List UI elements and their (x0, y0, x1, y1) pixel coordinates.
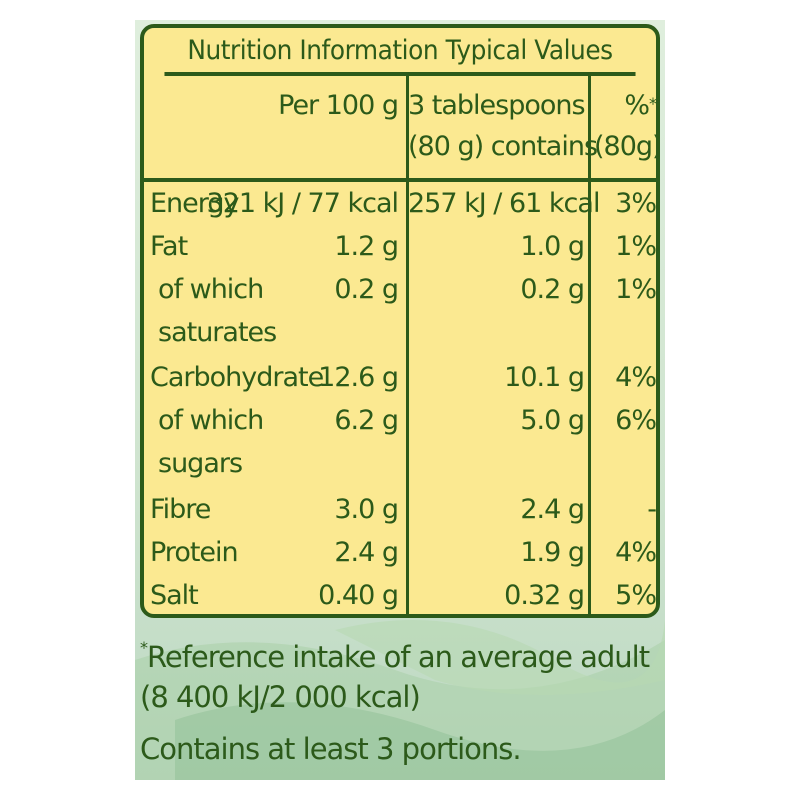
row-fibre-ri: - (647, 494, 656, 525)
row-fibre-serving: 2.4 g (520, 494, 585, 525)
row-sugars-serving: 5.0 g (520, 405, 585, 436)
row-carbohydrate-serving: 10.1 g (504, 362, 585, 393)
row-energy-per100: 321 kJ / 77 kcal (206, 188, 399, 219)
row-saturates-label: of which (158, 274, 264, 305)
row-protein-ri: 4% (615, 537, 656, 568)
row-carbohydrate-per100: 12.6 g (318, 362, 399, 393)
col-header-serving-2: (80 g) contains (408, 131, 598, 162)
row-fibre-label: Fibre (150, 494, 211, 525)
row-energy-ri: 3% (615, 188, 656, 219)
row-salt-ri: 5% (615, 580, 656, 611)
nutrition-table: Nutrition Information Typical Values Per… (140, 24, 660, 618)
row-carbohydrate-label: Carbohydrate (150, 362, 324, 393)
row-saturates-label-2: saturates (158, 317, 277, 348)
col-header-ri-1: %* (624, 90, 656, 121)
row-sugars-ri: 6% (615, 405, 656, 436)
col-header-serving-1: 3 tablespoons (408, 90, 586, 121)
row-carbohydrate-ri: 4% (615, 362, 656, 393)
row-sugars-label: of which (158, 405, 264, 436)
row-fat-label: Fat (150, 231, 188, 262)
row-protein-label: Protein (150, 537, 239, 568)
leaf-pattern (135, 620, 665, 780)
row-salt-serving: 0.32 g (504, 580, 585, 611)
row-energy-label: Energy (150, 188, 240, 219)
reference-intake-note: *Reference intake of an average adult (140, 638, 650, 674)
col-header-ri-2: (80g) (594, 131, 660, 162)
row-saturates-serving: 0.2 g (520, 274, 585, 305)
row-fat-ri: 1% (615, 231, 656, 262)
row-fat-per100: 1.2 g (334, 231, 399, 262)
row-salt-label: Salt (150, 580, 199, 611)
row-protein-serving: 1.9 g (520, 537, 585, 568)
col-header-per100: Per 100 g (278, 90, 399, 121)
portions-note: Contains at least 3 portions. (140, 732, 522, 766)
reference-intake-values: (8 400 kJ/2 000 kcal) (140, 680, 421, 714)
header-divider (144, 178, 656, 182)
row-fat-serving: 1.0 g (520, 231, 585, 262)
row-sugars-per100: 6.2 g (334, 405, 399, 436)
row-saturates-ri: 1% (615, 274, 656, 305)
row-sugars-label-2: sugars (158, 448, 243, 479)
row-saturates-per100: 0.2 g (334, 274, 399, 305)
row-salt-per100: 0.40 g (318, 580, 399, 611)
row-fibre-per100: 3.0 g (334, 494, 399, 525)
table-title: Nutrition Information Typical Values (164, 28, 636, 76)
row-energy-serving: 257 kJ / 61 kcal (408, 188, 600, 219)
divider-1 (406, 76, 409, 614)
divider-2 (588, 76, 591, 614)
row-protein-per100: 2.4 g (334, 537, 399, 568)
